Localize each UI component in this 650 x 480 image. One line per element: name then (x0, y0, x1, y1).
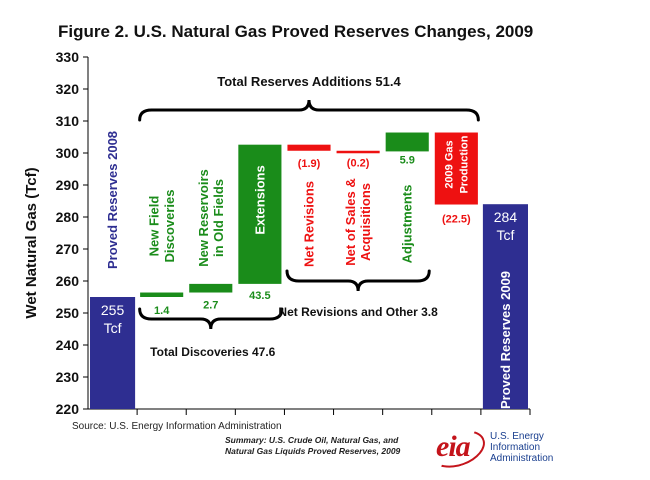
bar (287, 144, 331, 151)
page-title: Figure 2. U.S. Natural Gas Proved Reserv… (58, 22, 534, 41)
category-label-line: Proved Reserves 2008 (105, 131, 120, 269)
bar-value-label: 2.7 (203, 300, 218, 312)
revisions-brace (285, 269, 431, 292)
bar (140, 292, 184, 297)
category-label-line: New Reservoirs (196, 169, 211, 267)
logo-line-3: Administration (490, 453, 554, 464)
category-label: 2009 Gas Production (444, 135, 471, 193)
summary-line-1: Summary: U.S. Crude Oil, Natural Gas, an… (225, 435, 399, 445)
bar (385, 132, 429, 152)
category-label-line: 2009 Gas (444, 140, 456, 188)
logo-line-2: Information (490, 442, 541, 453)
logo-text: U.S. Energy Information Administration (490, 431, 553, 464)
category-label: Proved Reserves 2009 (498, 271, 513, 409)
bar (238, 144, 282, 284)
endpoint-value-label: 284 (494, 209, 518, 225)
endpoint-value-label: Tcf (496, 227, 514, 243)
bar-value-label: (1.9) (298, 158, 321, 170)
discoveries-brace (138, 307, 284, 330)
category-label-line: Net of Sales & (343, 178, 358, 265)
category-label: Adjustments (400, 185, 415, 264)
logo-line-1: U.S. Energy (490, 431, 544, 442)
y-tick-label: 300 (56, 145, 80, 161)
category-label-line: Proved Reserves 2009 (498, 271, 513, 409)
category-label: Proved Reserves 2008 (105, 131, 120, 269)
category-label-line: Discoveries (162, 190, 177, 263)
y-tick-label: 280 (56, 209, 80, 225)
bar (482, 204, 528, 409)
bar-value-label: 43.5 (249, 290, 270, 302)
y-tick-label: 260 (56, 273, 80, 289)
endpoint-value-label: 255 (101, 302, 125, 318)
source-note: Source: U.S. Energy Information Administ… (72, 421, 282, 432)
category-label-line: in Old Fields (211, 179, 226, 257)
category-label: Net Revisions (302, 181, 317, 267)
y-tick-label: 320 (56, 81, 80, 97)
y-tick-label: 330 (56, 49, 80, 65)
y-tick-label: 290 (56, 177, 80, 193)
logo-mark: eia (436, 430, 471, 463)
bar (90, 297, 136, 409)
category-label-line: New Field (147, 196, 162, 257)
category-label-line: Acquisitions (358, 183, 373, 261)
category-label: Extensions (252, 165, 267, 234)
y-tick-label: 250 (56, 305, 80, 321)
bar-value-label: (22.5) (442, 214, 471, 226)
summary-line-2: Natural Gas Liquids Proved Reserves, 200… (225, 446, 401, 456)
y-tick-label: 230 (56, 369, 80, 385)
category-label: New Reservoirsin Old Fields (196, 169, 226, 267)
y-axis-label: Wet Natural Gas (Tcf) (23, 167, 40, 318)
bar-value-label: 1.4 (154, 305, 170, 317)
category-label-line: Extensions (252, 165, 267, 234)
category-label: New FieldDiscoveries (147, 190, 177, 263)
category-label-line: Production (459, 135, 471, 193)
total-discoveries-label: Total Discoveries 47.6 (150, 345, 276, 359)
category-label: Net of Sales &Acquisitions (343, 178, 373, 265)
eia-logo: eia U.S. Energy Information Administrati… (425, 423, 630, 475)
endpoint-value-label: Tcf (104, 320, 122, 336)
bar (189, 283, 233, 293)
summary-citation: Summary: U.S. Crude Oil, Natural Gas, an… (225, 435, 425, 457)
additions-brace (138, 99, 480, 122)
y-tick-label: 270 (56, 241, 80, 257)
total-additions-label: Total Reserves Additions 51.4 (217, 74, 401, 89)
net-revisions-label: Net Revisions and Other 3.8 (278, 305, 438, 319)
bar (434, 132, 478, 205)
category-label-line: Net Revisions (302, 181, 317, 267)
y-tick-label: 220 (56, 401, 80, 417)
category-label-line: Adjustments (400, 185, 415, 264)
bar-value-label: 5.9 (400, 154, 415, 166)
bar-value-label: (0.2) (347, 157, 370, 169)
y-tick-label: 310 (56, 113, 80, 129)
y-tick-label: 240 (56, 337, 80, 353)
bar (336, 150, 380, 154)
